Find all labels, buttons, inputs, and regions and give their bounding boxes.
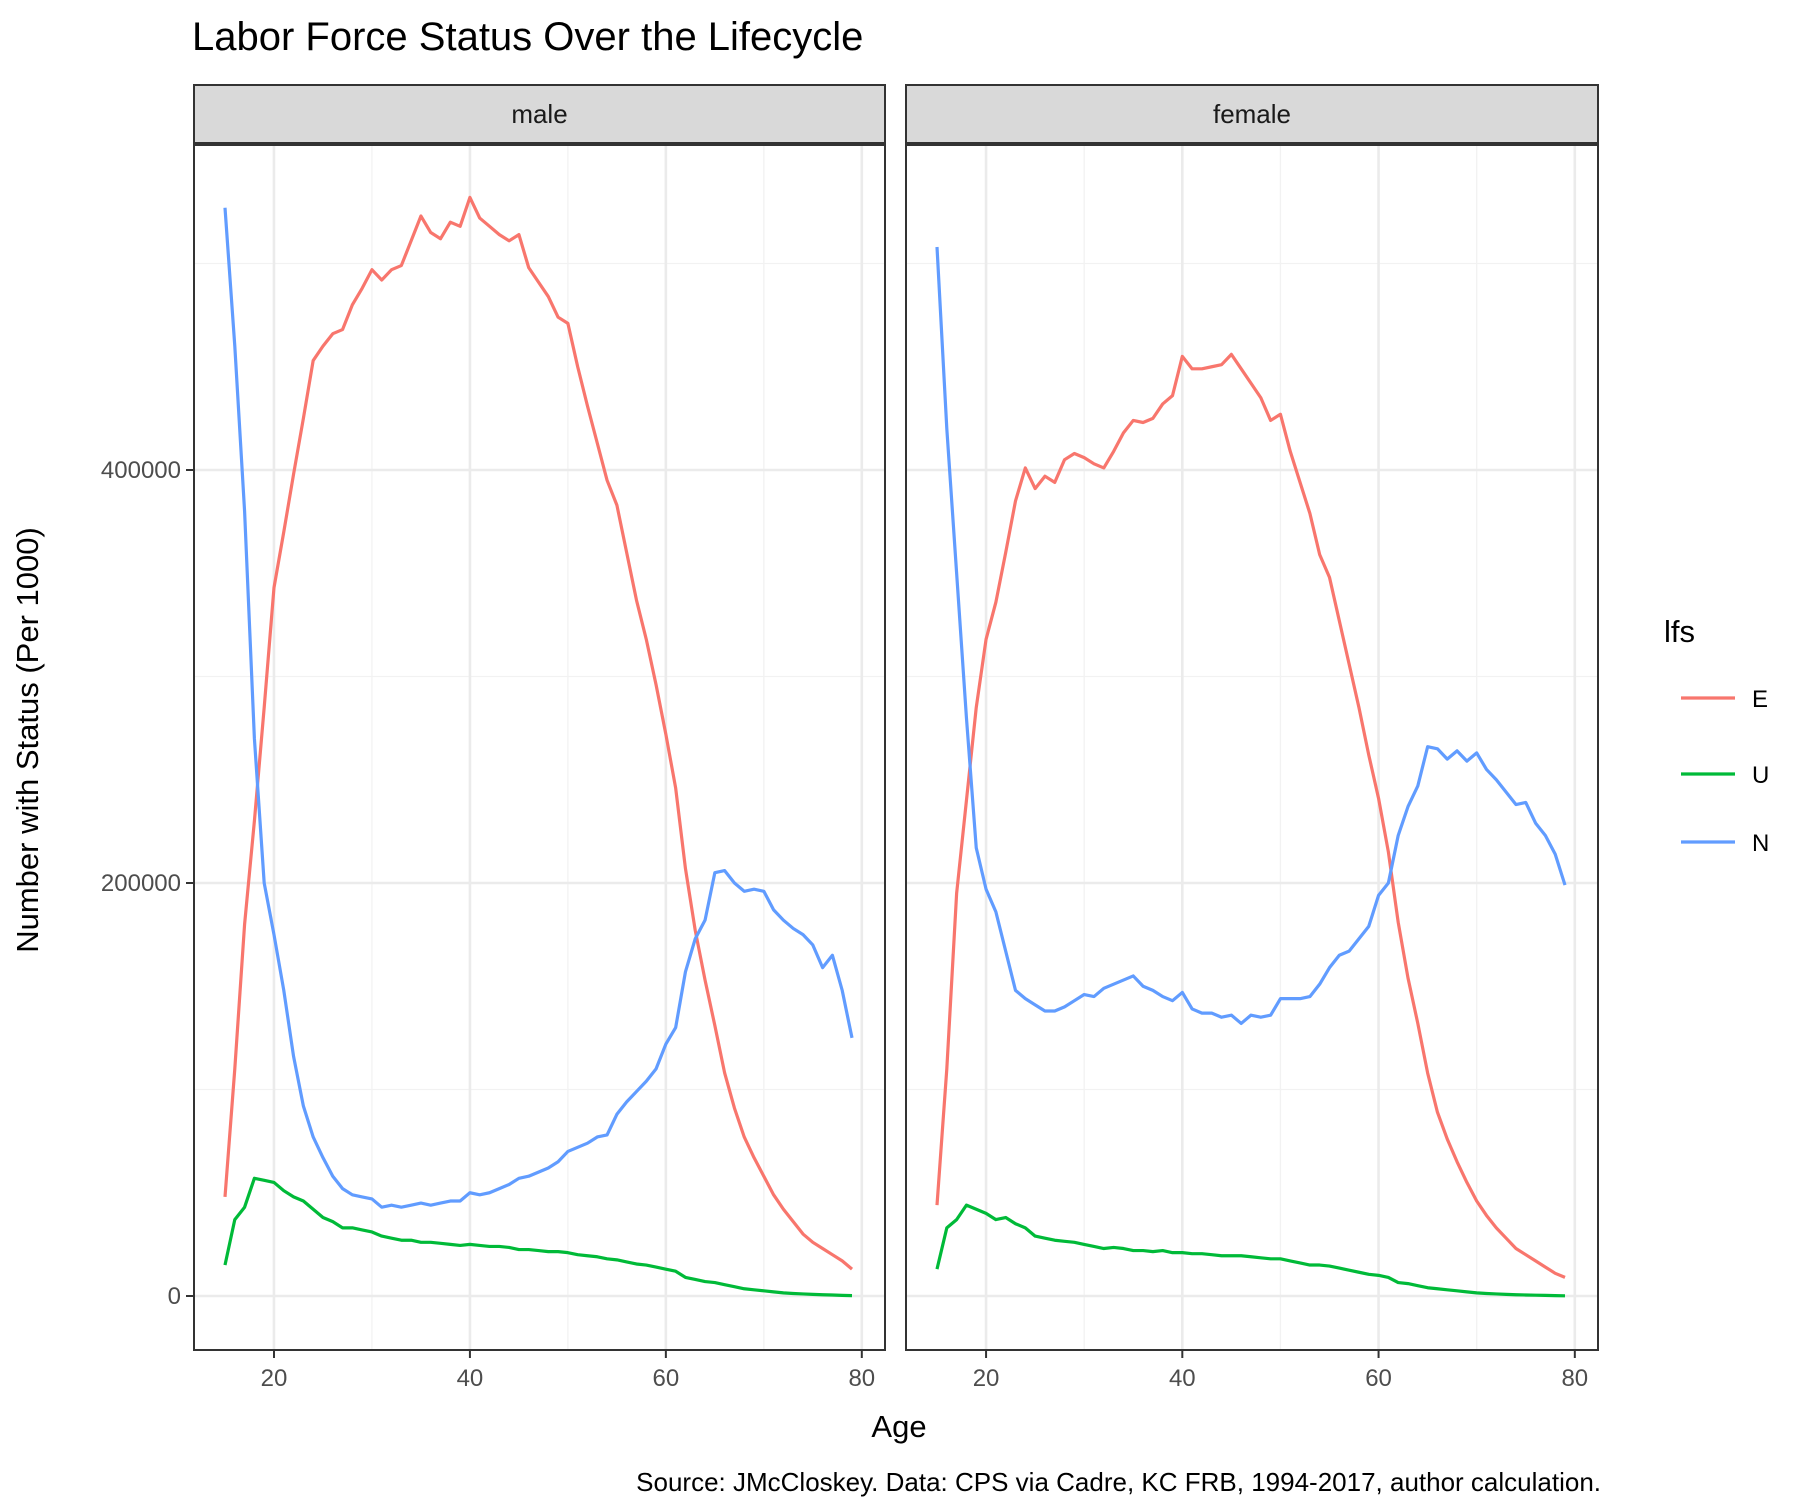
legend-entry-U: U (1681, 762, 1769, 789)
facet-strip-label: male (511, 99, 567, 129)
series-lines (223, 195, 854, 1298)
legend-label-U: U (1752, 762, 1769, 789)
series-line-male-E (223, 195, 854, 1271)
x-tick-label: 60 (1365, 1365, 1392, 1392)
y-tick-label: 400000 (101, 457, 181, 484)
legend-label-N: N (1752, 830, 1769, 857)
x-tick-label: 80 (1561, 1365, 1588, 1392)
x-axis-title: Age (871, 1409, 926, 1444)
series-line-female-U (935, 1203, 1566, 1298)
series-lines (935, 246, 1567, 1298)
panel-background (194, 145, 885, 1350)
x-tick-label: 40 (1169, 1365, 1196, 1392)
series-line-female-N (935, 246, 1567, 1026)
facet-panel-female: female 20 40 60 80 (905, 84, 1599, 1392)
series-line-female-E (935, 352, 1566, 1279)
chart-title: Labor Force Status Over the Lifecycle (192, 15, 863, 59)
x-tick-label: 60 (653, 1365, 680, 1392)
series-line-male-U (223, 1176, 853, 1298)
panel-background (906, 145, 1598, 1350)
facet-panels: male 20 40 60 80 0 200000 400000 female 20 40 60 80 (101, 84, 1599, 1392)
x-tick-label: 80 (848, 1365, 875, 1392)
x-tick-label: 20 (261, 1365, 288, 1392)
chart-caption: Source: JMcCloskey. Data: CPS via Cadre,… (636, 1467, 1601, 1497)
series-line-male-N (223, 207, 854, 1209)
facet-strip (905, 84, 1599, 144)
legend-entry-E: E (1681, 686, 1768, 713)
x-tick-label: 20 (973, 1365, 1000, 1392)
gridlines (906, 145, 1598, 1350)
facet-strip (193, 84, 886, 144)
y-tick-label: 200000 (101, 870, 181, 897)
facet-strip-label: female (1213, 99, 1291, 129)
y-axis-title: Number with Status (Per 1000) (10, 527, 45, 953)
facet-panel-male: male 20 40 60 80 0 200000 400000 (101, 84, 886, 1392)
panel-border (193, 144, 886, 1351)
legend: lfs E U N (1664, 614, 1769, 857)
legend-entry-N: N (1681, 830, 1769, 857)
panel-border (905, 144, 1599, 1351)
gridlines (194, 145, 885, 1350)
legend-title: lfs (1664, 614, 1695, 649)
x-tick-label: 40 (457, 1365, 484, 1392)
y-tick-label: 0 (168, 1283, 181, 1310)
legend-label-E: E (1752, 686, 1768, 713)
